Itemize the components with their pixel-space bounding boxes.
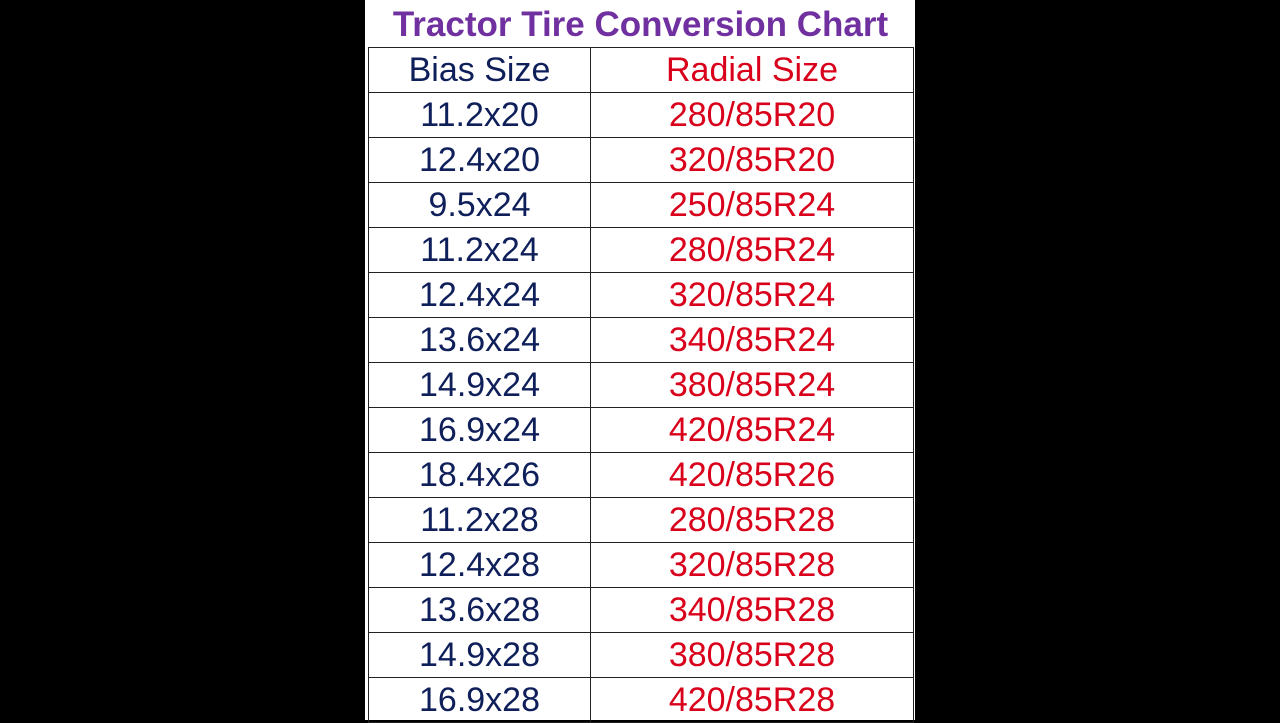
- table-row: 12.4x24 320/85R24: [368, 272, 914, 318]
- bias-size-cell: 13.6x24: [368, 317, 591, 363]
- radial-size-cell: 420/85R26: [590, 452, 914, 498]
- bias-size-cell: 11.2x28: [368, 497, 591, 543]
- conversion-table: Bias Size Radial Size 11.2x20 280/85R20 12…: [368, 47, 914, 723]
- bias-size-cell: 12.4x28: [368, 542, 591, 588]
- radial-size-cell: 420/85R28: [590, 677, 914, 723]
- bias-size-cell: 12.4x20: [368, 137, 591, 183]
- table-row: 13.6x24 340/85R24: [368, 317, 914, 363]
- bias-size-cell: 16.9x28: [368, 677, 591, 723]
- header-radial-size: Radial Size: [590, 47, 914, 93]
- table-row: 11.2x28 280/85R28: [368, 497, 914, 543]
- radial-size-cell: 340/85R28: [590, 587, 914, 633]
- radial-size-cell: 280/85R28: [590, 497, 914, 543]
- table-row: 12.4x28 320/85R28: [368, 542, 914, 588]
- header-row: Bias Size Radial Size: [368, 47, 914, 93]
- table-row: 11.2x24 280/85R24: [368, 227, 914, 273]
- radial-size-cell: 250/85R24: [590, 182, 914, 228]
- radial-size-cell: 320/85R28: [590, 542, 914, 588]
- radial-size-cell: 280/85R24: [590, 227, 914, 273]
- table-row: 12.4x20 320/85R20: [368, 137, 914, 183]
- bias-size-cell: 12.4x24: [368, 272, 591, 318]
- bias-size-cell: 14.9x28: [368, 632, 591, 678]
- conversion-chart: Tractor Tire Conversion Chart Bias Size …: [365, 0, 915, 723]
- table-row: 11.2x20 280/85R20: [368, 92, 914, 138]
- bias-size-cell: 16.9x24: [368, 407, 591, 453]
- table-row: 16.9x24 420/85R24: [368, 407, 914, 453]
- radial-size-cell: 380/85R28: [590, 632, 914, 678]
- bias-size-cell: 11.2x24: [368, 227, 591, 273]
- bias-size-cell: 18.4x26: [368, 452, 591, 498]
- table-row: 9.5x24 250/85R24: [368, 182, 914, 228]
- table-row: 16.9x28 420/85R28: [368, 677, 914, 723]
- radial-size-cell: 380/85R24: [590, 362, 914, 408]
- radial-size-cell: 320/85R24: [590, 272, 914, 318]
- bias-size-cell: 13.6x28: [368, 587, 591, 633]
- bias-size-cell: 11.2x20: [368, 92, 591, 138]
- table-row: 14.9x24 380/85R24: [368, 362, 914, 408]
- bias-size-cell: 14.9x24: [368, 362, 591, 408]
- bias-size-cell: 9.5x24: [368, 182, 591, 228]
- radial-size-cell: 280/85R20: [590, 92, 914, 138]
- radial-size-cell: 420/85R24: [590, 407, 914, 453]
- table-row: 13.6x28 340/85R28: [368, 587, 914, 633]
- header-bias-size: Bias Size: [368, 47, 591, 93]
- radial-size-cell: 320/85R20: [590, 137, 914, 183]
- table-row: 14.9x28 380/85R28: [368, 632, 914, 678]
- radial-size-cell: 340/85R24: [590, 317, 914, 363]
- chart-title: Tractor Tire Conversion Chart: [368, 0, 913, 48]
- table-row: 18.4x26 420/85R26: [368, 452, 914, 498]
